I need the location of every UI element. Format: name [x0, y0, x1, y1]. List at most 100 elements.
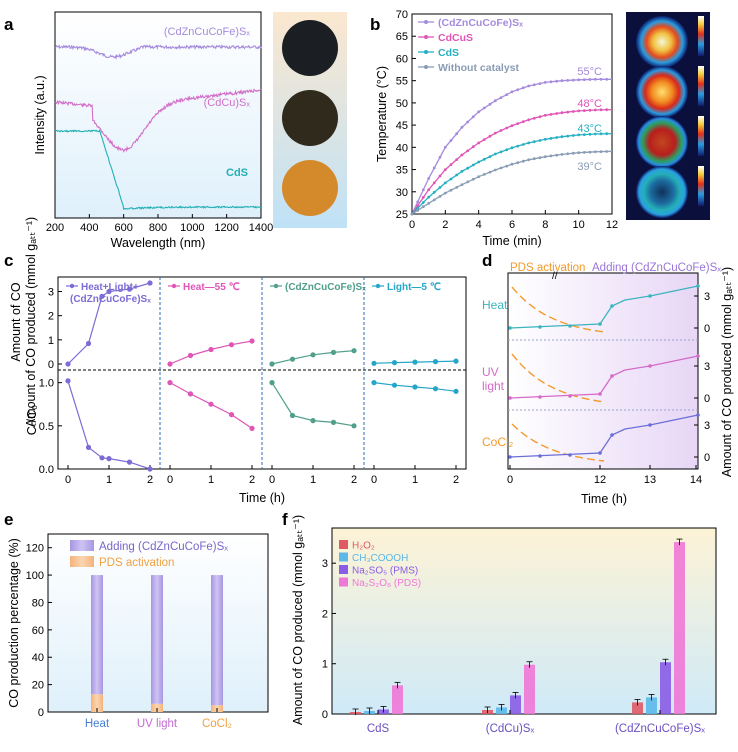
panel-c-legend-label-2: (CdZnCuCoFe)Sₓ: [70, 294, 151, 305]
panel-b-point: [593, 150, 597, 154]
panel-d-co-point: [508, 455, 512, 459]
panel-d-xtick-label: 14: [690, 474, 702, 486]
panel-c-ct-point: [147, 466, 153, 472]
panel-d-xtick-label: 13: [644, 474, 656, 486]
panel-c-legend-label: Heat+Light+: [81, 282, 139, 293]
panel-c-legend-label: Heat—55 ℃: [183, 282, 240, 293]
panel-b-point: [510, 124, 514, 127]
panel-b-point: [566, 110, 570, 114]
panel-f-bar: [674, 542, 685, 714]
thermal-colorbar-4: [698, 166, 704, 206]
panel-b-end-label-1: 55°C: [577, 66, 602, 78]
panel-d-co-point: [696, 413, 700, 417]
panel-b-point: [605, 108, 609, 112]
panel-e-bar-pds: [151, 703, 163, 712]
panel-d-ylabel: Amount of CO produced (mmol gₐₜₜ⁻¹): [720, 267, 734, 477]
panel-c-co-point: [310, 352, 316, 358]
panel-b-point: [538, 156, 542, 160]
panel-b-point: [443, 168, 447, 172]
photo-sample-cds: [282, 160, 338, 216]
panel-b-point: [543, 155, 547, 159]
panel-b-axes-frame: [411, 13, 613, 215]
panel-c-co-point: [371, 360, 377, 366]
panel-a-x-ticks: 200 400 600 800 1000 1200 1400: [46, 214, 273, 234]
panel-b-point: [482, 173, 486, 176]
panel-e-category-label: Heat: [85, 718, 110, 730]
panel-d-co-point: [538, 454, 542, 458]
panel-b-legend-label-4: Without catalyst: [438, 62, 519, 74]
panel-c-co-point: [391, 360, 398, 366]
panel-d-co-point: [568, 394, 572, 398]
panel-b-point: [555, 153, 559, 157]
panel-b-legend-marker: [424, 50, 428, 54]
panel-b-point: [438, 195, 442, 198]
thermal-colorbar-3: [698, 116, 704, 156]
thermal-image-3: [636, 116, 688, 168]
panel-b-point: [421, 188, 425, 192]
panel-a-curve-cdcus: [54, 88, 262, 153]
panel-b-point: [555, 112, 559, 115]
panel-e-bar-pds: [91, 694, 103, 712]
panel-b-legend-marker: [424, 35, 428, 39]
panel-f-legend-swatch: [339, 540, 348, 549]
panel-b-point: [493, 168, 497, 172]
panel-b-point: [493, 99, 497, 103]
panel-b-point: [460, 169, 464, 173]
panel-label-d: d: [482, 251, 492, 270]
panel-d-axes-frame: [507, 272, 699, 470]
panel-d-xtick-label: 0: [507, 474, 513, 486]
panel-b-point: [593, 108, 597, 112]
panel-b-xtick-label: 2: [442, 219, 448, 231]
panel-a-xtick-label: 200: [46, 222, 64, 234]
panel-f-legend-label-2: CH₃COOOH: [352, 553, 408, 564]
panel-d-ytick-label: 3: [704, 420, 710, 432]
panel-b-end-label-4: 39°C: [577, 161, 602, 173]
panel-e-content: 0 20 40 60 80 100 120 Heat UV light CoCl₂ Adding (…: [26, 540, 232, 730]
panel-d-co-point: [568, 453, 572, 457]
panel-b-point: [427, 201, 431, 205]
panel-b-ytick-label: 45: [396, 120, 408, 132]
panel-a-label-cds: CdS: [226, 167, 248, 179]
panel-c-ct-point: [269, 380, 275, 386]
panel-e-bar-adding: [91, 575, 103, 695]
panel-c-xtick-label: 1: [106, 474, 112, 486]
panel-b-point: [543, 113, 547, 117]
panel-c-co-point: [167, 361, 173, 367]
panel-d-co-point: [648, 364, 652, 368]
panel-f-content: 0 1 2 3 CdS (CdCu)Sₓ (CdZnCuCoFe)Sₓ H₂O₂CH₃COOO…: [322, 538, 705, 735]
panel-b-point: [505, 164, 509, 168]
panel-c-ytick-bottom-label: 1.0: [39, 378, 54, 390]
panel-b-point: [466, 120, 470, 124]
panel-b-point: [588, 150, 592, 154]
panel-b-ticks: 0 2 4 6 8 10 12 25 30 35 40 45 50 55 60 65 70: [396, 9, 618, 231]
panel-b-point: [477, 160, 481, 164]
panel-c-co-line: [67, 282, 151, 365]
panel-b-point: [499, 150, 503, 154]
panel-b-ytick-label: 25: [396, 209, 408, 221]
panel-b-point: [427, 195, 431, 199]
panel-b-point: [460, 153, 464, 157]
panel-f-category-label: (CdCu)Sₓ: [486, 723, 535, 735]
panel-d-co-point: [648, 423, 652, 427]
panel-c-co-point: [228, 342, 235, 348]
thermal-colorbar-1: [698, 16, 704, 56]
panel-b-point: [532, 157, 536, 161]
panel-c-ct-point: [187, 391, 194, 397]
panel-d-row-label: Heat: [482, 298, 508, 312]
panel-b-point: [599, 150, 603, 154]
panel-b-point: [416, 206, 420, 210]
panel-c-ct-point: [167, 380, 173, 386]
panel-c-ct-point: [391, 382, 398, 388]
panel-d-axis-break: //: [552, 271, 558, 282]
panel-b-point: [449, 139, 453, 142]
panel-b-point: [455, 173, 459, 177]
panel-e-bar-adding: [151, 575, 163, 704]
panel-b-point: [605, 150, 609, 153]
panel-c-legend-marker: [171, 283, 177, 289]
panel-b-ytick-label: 40: [396, 142, 408, 154]
panel-a-label-cdzncucofes: (CdZnCuCoFe)Sₓ: [164, 26, 251, 38]
panel-f-legend-label-4: Na₂S₂O₈ (PDS): [352, 578, 421, 589]
panel-f-ytick-label: 3: [322, 558, 328, 570]
panel-d-co-point: [648, 294, 652, 298]
panel-b-point: [549, 154, 553, 158]
